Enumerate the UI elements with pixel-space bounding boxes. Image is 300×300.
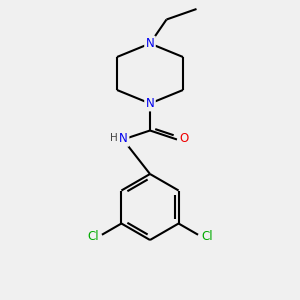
Text: Cl: Cl — [87, 230, 99, 243]
Text: N: N — [146, 37, 154, 50]
Text: N: N — [146, 97, 154, 110]
Text: N: N — [119, 132, 128, 146]
Text: O: O — [179, 132, 188, 146]
Text: Cl: Cl — [201, 230, 213, 243]
Text: H: H — [110, 133, 118, 143]
